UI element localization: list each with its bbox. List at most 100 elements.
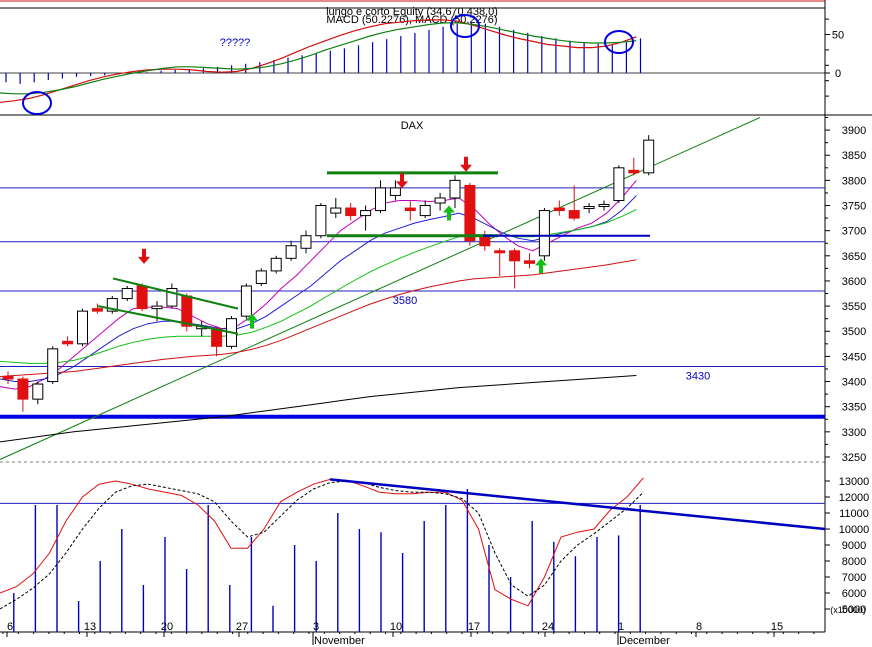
stochastic-trendline	[329, 478, 826, 531]
price-panel: DAX	[401, 120, 424, 132]
candle-body	[494, 250, 506, 254]
stochastic-tick-label: 6000	[842, 588, 866, 600]
price-level-label: 3580	[393, 295, 417, 307]
candle-body	[643, 139, 655, 174]
price-title: DAX	[401, 120, 424, 132]
candle-body	[32, 383, 44, 400]
macd-annotation: ?????	[220, 37, 251, 49]
candle-body	[553, 207, 565, 212]
macd-tick-label: 50	[832, 30, 844, 42]
candle-body	[211, 328, 223, 347]
candle-body	[524, 260, 535, 264]
price-tick-label: 3600	[842, 276, 866, 288]
x-axis-day-label: 15	[771, 621, 783, 633]
stochastic-tick-label: 13000	[839, 476, 870, 488]
candle-body	[17, 378, 29, 400]
candle-body	[360, 210, 372, 217]
stochastic-tick-label: 5000	[842, 604, 866, 616]
price-moving-average-3	[0, 209, 637, 364]
price-tick-label: 3300	[842, 427, 866, 439]
price-tick-label: 3800	[842, 175, 866, 187]
candle-body	[568, 210, 580, 219]
price-level-label: 3430	[686, 370, 710, 382]
x-axis-day-label: 13	[84, 621, 96, 633]
candle-body	[136, 285, 148, 310]
candle-body	[538, 210, 550, 257]
macd-tick-label: 0	[835, 68, 841, 80]
stochastic-series-line-1	[0, 477, 644, 607]
candle-body	[583, 206, 595, 210]
candle-body	[151, 305, 163, 310]
price-tick-label: 3750	[842, 201, 866, 213]
candle-body	[62, 340, 74, 345]
candle-body	[479, 235, 491, 247]
candle-body	[419, 205, 431, 217]
candle-body	[404, 207, 416, 212]
candle-body	[255, 270, 267, 284]
x-axis-day-label: 27	[236, 621, 248, 633]
stochastic-tick-label: 8000	[842, 556, 866, 568]
sell-arrow-icon	[460, 156, 472, 172]
candle-body	[2, 376, 14, 380]
price-tick-label: 3500	[842, 326, 866, 338]
candle-body	[598, 204, 610, 208]
candle-body	[389, 187, 401, 196]
candle-body	[509, 250, 521, 262]
x-axis-day-label: 1	[618, 621, 624, 633]
macd-circle-marker-1	[22, 91, 52, 115]
channel-line-lower	[97, 305, 239, 335]
x-axis-day-label: 8	[696, 621, 702, 633]
price-moving-average-1	[0, 180, 637, 390]
candle-body	[121, 288, 133, 300]
price-moving-average-5	[0, 375, 637, 443]
x-axis-month-label: December	[619, 635, 670, 647]
stochastic-tick-label: 9000	[842, 540, 866, 552]
candle-body	[285, 245, 297, 259]
candle-body	[166, 288, 178, 307]
macd-title: lungo e corto Equity (34.670.438.0)	[326, 6, 498, 18]
candle-body	[330, 207, 342, 214]
candle-body	[375, 187, 386, 212]
candle-body	[434, 197, 446, 204]
stochastic-panel: (x10000)	[830, 605, 866, 615]
price-moving-average-2	[0, 195, 637, 382]
candle-body	[464, 184, 476, 242]
x-axis-day-label: 20	[161, 621, 173, 633]
macd-circle-marker-3	[604, 30, 634, 54]
candle-body	[300, 235, 312, 249]
candle-body	[47, 348, 59, 383]
stochastic-tick-label: 11000	[839, 508, 869, 520]
buy-arrow-icon	[443, 205, 455, 221]
buy-arrow-icon	[246, 313, 258, 329]
x-axis-day-label: 24	[542, 621, 554, 633]
macd-series-line-1	[0, 19, 637, 103]
price-tick-label: 3350	[842, 402, 866, 414]
stochastic-tick-label: 12000	[839, 492, 870, 504]
candle-body	[181, 295, 193, 327]
x-axis-month-label: November	[314, 635, 365, 647]
sell-arrow-icon	[396, 173, 408, 189]
candle-body	[449, 179, 461, 199]
channel-line-upper	[112, 277, 239, 310]
price-tick-label: 3700	[842, 226, 866, 238]
candle-body	[345, 207, 357, 217]
price-tick-label: 3650	[842, 251, 866, 263]
macd-series-line-2	[0, 22, 637, 95]
stochastic-tick-label: 7000	[842, 572, 866, 584]
buy-arrow-icon	[535, 258, 547, 274]
sell-arrow-icon	[138, 248, 150, 264]
x-axis-day-label: 17	[468, 621, 480, 633]
price-tick-label: 3450	[842, 351, 866, 363]
price-tick-label: 3900	[842, 125, 866, 137]
x-axis-day-label: 6	[7, 621, 13, 633]
stochastic-axis-unit: (x10000)	[830, 605, 866, 615]
x-axis-day-label: 10	[390, 621, 402, 633]
macd-circle-marker-2	[450, 14, 480, 38]
price-tick-label: 3250	[842, 452, 866, 464]
stochastic-tick-label: 10000	[839, 524, 870, 536]
candle-body	[240, 285, 252, 317]
candle-body	[106, 298, 118, 312]
